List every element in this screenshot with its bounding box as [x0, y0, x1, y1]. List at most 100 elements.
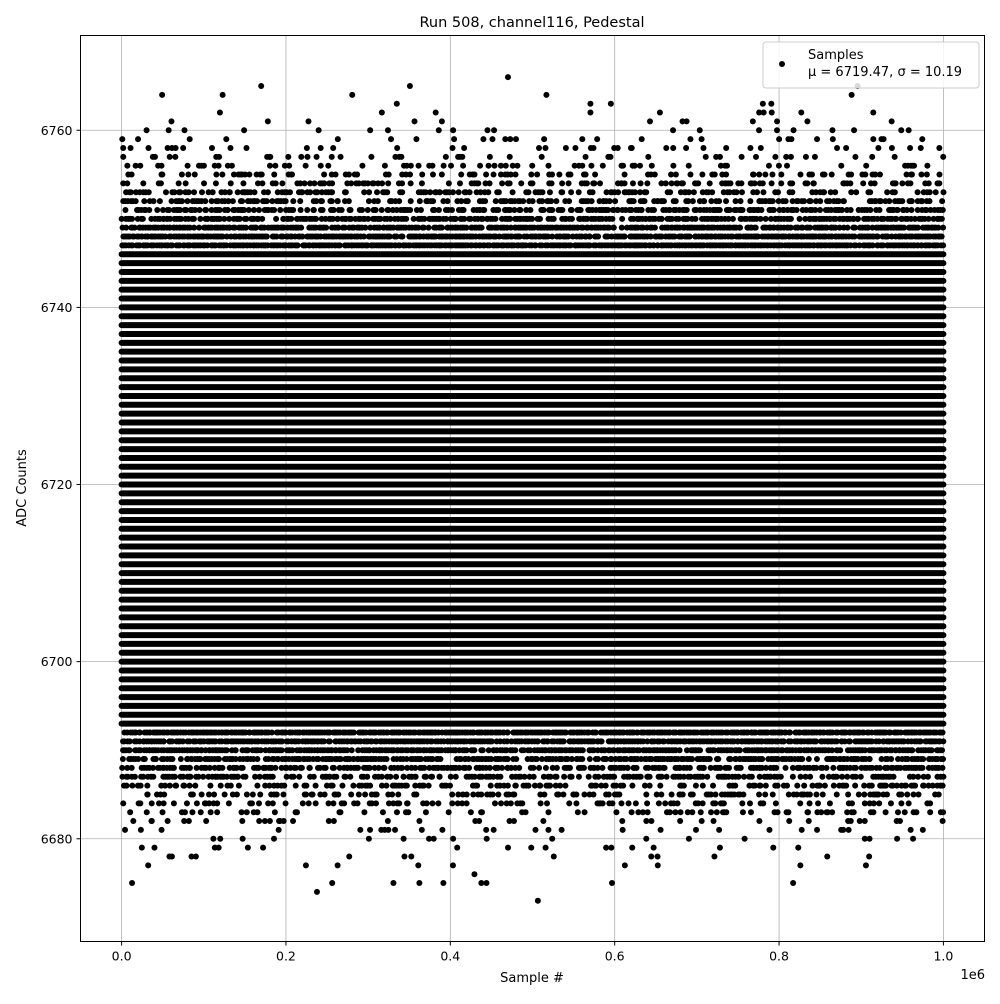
data-point	[285, 153, 292, 160]
data-point	[615, 189, 622, 196]
data-point	[816, 782, 823, 789]
data-point	[506, 818, 513, 825]
data-point	[289, 747, 296, 754]
data-point	[299, 800, 306, 807]
data-point	[564, 756, 571, 763]
data-point	[672, 809, 679, 816]
data-point	[458, 171, 465, 178]
data-point	[435, 127, 442, 134]
data-point	[590, 144, 597, 151]
data-point	[185, 189, 192, 196]
data-point	[592, 729, 599, 736]
data-point	[620, 162, 627, 169]
data-point	[824, 853, 831, 860]
data-point	[403, 782, 410, 789]
data-point	[487, 782, 494, 789]
data-point	[330, 206, 337, 213]
data-point	[814, 136, 821, 143]
data-point	[406, 82, 413, 89]
data-point	[629, 844, 636, 851]
data-point	[266, 818, 273, 825]
data-point	[680, 773, 687, 780]
data-point	[385, 800, 392, 807]
data-point	[939, 818, 946, 825]
data-point	[281, 782, 288, 789]
data-point	[716, 206, 723, 213]
data-point	[260, 844, 267, 851]
data-point	[817, 206, 824, 213]
data-point	[645, 764, 652, 771]
data-point	[650, 206, 657, 213]
data-point	[699, 171, 706, 178]
data-point	[446, 782, 453, 789]
data-point	[165, 127, 172, 134]
data-point	[158, 826, 165, 833]
data-point	[591, 180, 598, 187]
data-point	[772, 800, 779, 807]
data-point	[788, 136, 795, 143]
data-point	[461, 144, 468, 151]
data-point	[544, 233, 551, 240]
data-point	[789, 764, 796, 771]
data-point	[393, 809, 400, 816]
data-point	[870, 109, 877, 116]
data-point	[636, 747, 643, 754]
data-point	[913, 809, 920, 816]
data-point	[686, 233, 693, 240]
data-point	[129, 880, 136, 887]
data-point	[582, 153, 589, 160]
data-point	[558, 826, 565, 833]
data-point	[273, 791, 280, 798]
data-point	[579, 136, 586, 143]
data-point	[299, 233, 306, 240]
data-point	[273, 233, 280, 240]
data-point	[254, 809, 261, 816]
data-point	[396, 198, 403, 205]
data-point	[770, 206, 777, 213]
data-point	[385, 171, 392, 178]
data-point	[326, 773, 333, 780]
data-point	[698, 818, 705, 825]
data-point	[658, 791, 665, 798]
data-point	[894, 206, 901, 213]
data-point	[880, 136, 887, 143]
data-point	[479, 747, 486, 754]
data-point	[135, 756, 142, 763]
data-point	[279, 738, 286, 745]
data-point	[651, 224, 658, 231]
data-point	[429, 171, 436, 178]
data-point	[763, 764, 770, 771]
data-point	[867, 206, 874, 213]
data-point	[713, 809, 720, 816]
data-point	[449, 800, 456, 807]
data-point	[448, 206, 455, 213]
data-point	[907, 826, 914, 833]
data-point	[683, 747, 690, 754]
data-point	[838, 162, 845, 169]
data-point	[562, 144, 569, 151]
data-point	[417, 206, 424, 213]
data-point	[357, 826, 364, 833]
data-point	[741, 835, 748, 842]
data-point	[252, 773, 259, 780]
data-point	[419, 171, 426, 178]
data-point	[709, 189, 716, 196]
data-point	[430, 835, 437, 842]
data-point	[548, 180, 555, 187]
data-point	[547, 782, 554, 789]
data-point	[378, 206, 385, 213]
data-point	[144, 782, 151, 789]
data-point	[689, 791, 696, 798]
data-point	[619, 826, 626, 833]
data-point	[140, 773, 147, 780]
data-point	[200, 773, 207, 780]
data-point	[506, 153, 513, 160]
data-point	[162, 782, 169, 789]
data-point	[774, 809, 781, 816]
data-point	[544, 738, 551, 745]
data-point	[904, 791, 911, 798]
data-point	[420, 782, 427, 789]
data-point	[843, 144, 850, 151]
data-point	[450, 835, 457, 842]
data-point	[298, 224, 305, 231]
